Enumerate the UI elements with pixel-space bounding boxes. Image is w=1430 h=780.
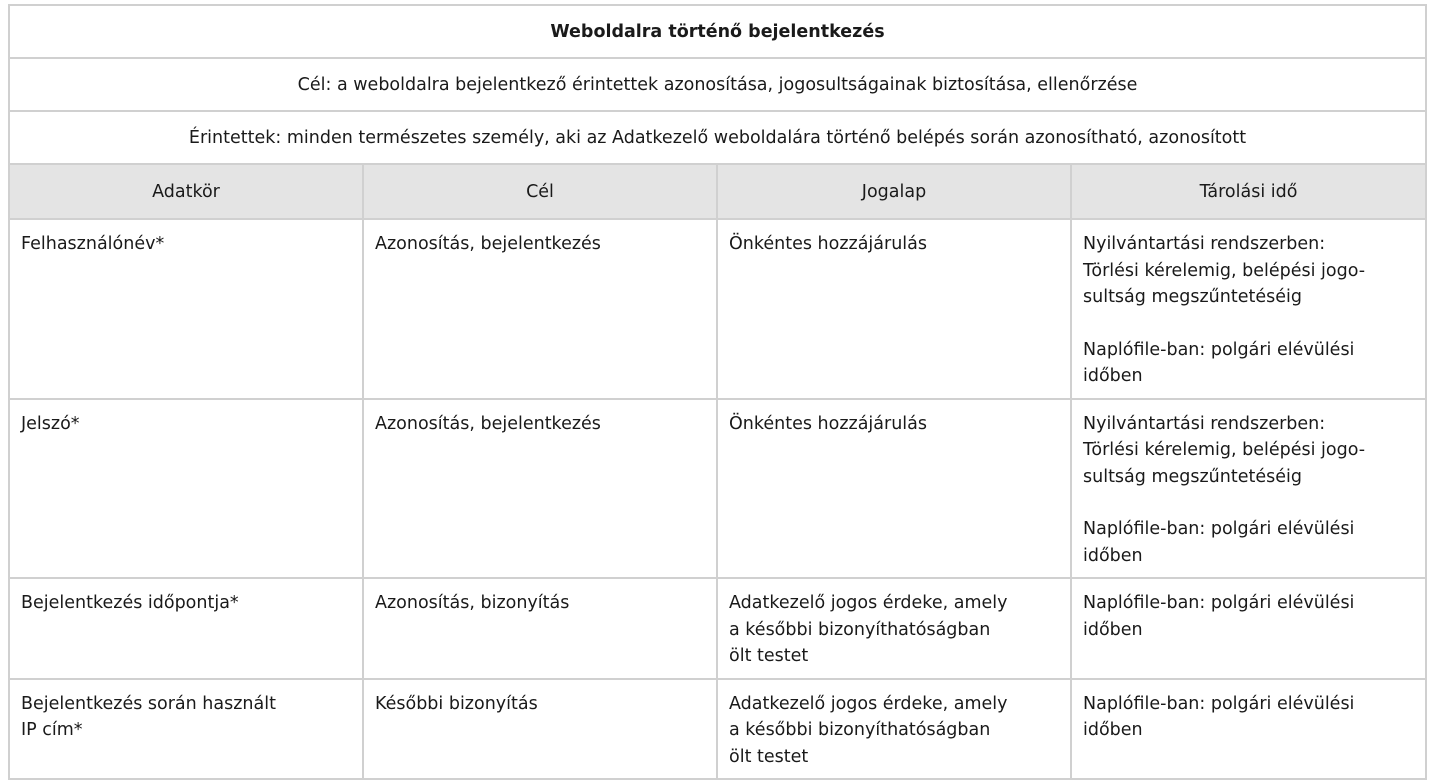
storage-registry: Nyilvántartási rendszerben: Törlési kére… — [1083, 413, 1366, 487]
purpose-row: Cél: a weboldalra bejelentkező érintette… — [7, 57, 1428, 112]
cell-purpose: Azonosítás, bejelentkezés — [362, 397, 718, 579]
table-title: Weboldalra történő bejelentkezés — [7, 4, 1428, 59]
cell-purpose: Azonosítás, bejelentkezés — [362, 218, 718, 400]
cell-storage: Naplófile-ban: polgári elévülési időben — [1069, 677, 1428, 780]
header-row: Adatkör Cél Jogalap Tárolási idő — [8, 163, 1428, 220]
cell-purpose: Azonosítás, bizonyítás — [362, 577, 718, 680]
cell-purpose: Későbbi bizonyítás — [362, 677, 718, 780]
header-storage-time: Tárolási idő — [1069, 163, 1428, 220]
data-processing-table: Weboldalra történő bejelentkezés Cél: a … — [7, 4, 1428, 780]
cell-data: Jelszó* — [8, 397, 364, 579]
affected-row: Érintettek: minden természetes személy, … — [7, 110, 1428, 165]
cell-storage: Naplófile-ban: polgári elévülési időben — [1069, 577, 1428, 680]
table-row: Bejelentkezés időpontja* Azonosítás, biz… — [8, 577, 1428, 680]
cell-legal: Adatkezelő jogos érdeke, amely a későbbi… — [716, 677, 1072, 780]
cell-legal: Adatkezelő jogos érdeke, amely a későbbi… — [716, 577, 1072, 680]
cell-storage: Nyilvántartási rendszerben: Törlési kére… — [1069, 218, 1428, 400]
cell-legal: Önkéntes hozzájárulás — [716, 397, 1072, 579]
storage-registry: Nyilvántartási rendszerben: Törlési kére… — [1083, 234, 1366, 307]
cell-legal: Önkéntes hozzájárulás — [716, 218, 1072, 400]
storage-log: Naplófile-ban: polgári elévülési időben — [1083, 339, 1355, 387]
table-row: Felhasználónév* Azonosítás, bejelentkezé… — [8, 218, 1428, 400]
table-row: Jelszó* Azonosítás, bejelentkezés Önként… — [8, 397, 1428, 579]
header-data-scope: Adatkör — [8, 163, 364, 220]
cell-storage: Nyilvántartási rendszerben: Törlési kére… — [1069, 397, 1428, 579]
cell-data: Bejelentkezés során használt IP cím* — [8, 677, 364, 780]
cell-data: Bejelentkezés időpontja* — [8, 577, 364, 680]
storage-log: Naplófile-ban: polgári elévülési időben — [1083, 519, 1355, 566]
header-purpose: Cél — [362, 163, 718, 220]
header-legal-basis: Jogalap — [716, 163, 1072, 220]
table-row: Bejelentkezés során használt IP cím* Kés… — [8, 677, 1428, 780]
cell-data: Felhasználónév* — [8, 218, 364, 400]
